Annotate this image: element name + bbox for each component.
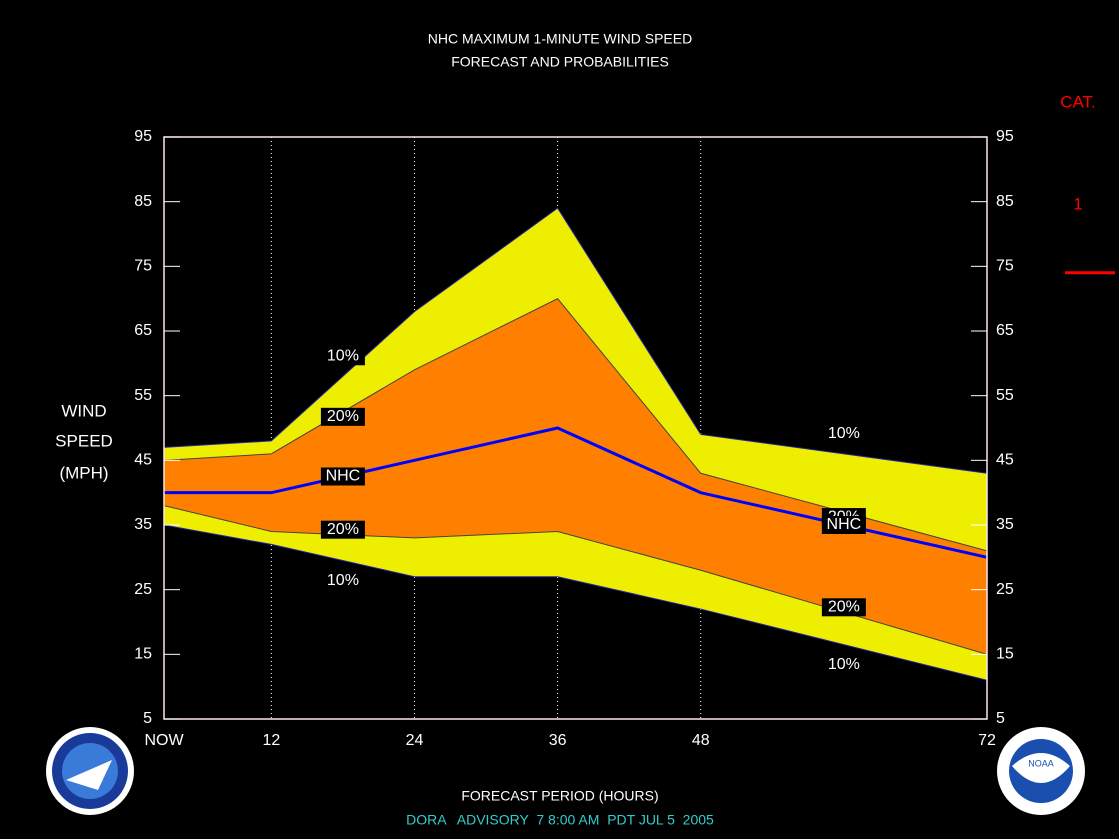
chart-subtitle: FORECAST AND PROBABILITIES bbox=[451, 54, 669, 70]
x-tick-label: 36 bbox=[549, 732, 567, 749]
series-label: 20% bbox=[327, 408, 359, 425]
y-axis-label: WIND bbox=[61, 401, 106, 420]
y-tick-label: 35 bbox=[134, 516, 152, 533]
series-label: 10% bbox=[828, 656, 860, 673]
y-tick-label-right: 15 bbox=[996, 646, 1014, 663]
series-label-box bbox=[320, 347, 365, 366]
y-tick-label-right: 35 bbox=[996, 516, 1014, 533]
series-label: 20% bbox=[828, 599, 860, 616]
y-tick-label: 15 bbox=[134, 646, 152, 663]
x-tick-label: 12 bbox=[262, 732, 280, 749]
category-label: 1 bbox=[1073, 194, 1082, 213]
x-tick-label: 48 bbox=[692, 732, 710, 749]
y-tick-label: 65 bbox=[134, 322, 152, 339]
y-tick-label: 85 bbox=[134, 193, 152, 210]
series-label-box bbox=[320, 407, 365, 426]
series-label: 10% bbox=[327, 572, 359, 589]
series-label-box bbox=[320, 467, 365, 486]
series-label-box bbox=[821, 655, 866, 674]
nws-logo bbox=[46, 727, 134, 815]
y-tick-label-right: 95 bbox=[996, 128, 1014, 145]
y-tick-label-right: 25 bbox=[996, 581, 1014, 598]
series-label-box bbox=[320, 571, 365, 590]
y-tick-label: 75 bbox=[134, 258, 152, 275]
y-tick-label: 25 bbox=[134, 581, 152, 598]
chart-title: NHC MAXIMUM 1-MINUTE WIND SPEED bbox=[428, 31, 692, 47]
y-axis-label: (MPH) bbox=[59, 463, 108, 482]
series-line bbox=[164, 426, 988, 559]
series-line bbox=[163, 505, 988, 655]
x-axis-label: FORECAST PERIOD (HOURS) bbox=[461, 788, 658, 804]
x-tick-label: 24 bbox=[406, 732, 424, 749]
series-label-box bbox=[320, 520, 365, 539]
series-label: 10% bbox=[828, 425, 860, 442]
footer: DORA ADVISORY 7 8:00 AM PDT JUL 5 2005 bbox=[406, 812, 714, 828]
series-label-box bbox=[821, 516, 866, 534]
series-label: 10% bbox=[327, 347, 359, 364]
series-label: NHC bbox=[827, 516, 862, 533]
y-tick-label: 45 bbox=[134, 452, 152, 469]
y-tick-label: 55 bbox=[134, 387, 152, 404]
y-axis-label: SPEED bbox=[55, 431, 113, 450]
noaa-logo: NOAA bbox=[997, 727, 1085, 815]
series-line bbox=[163, 207, 988, 474]
series-label-box bbox=[821, 598, 866, 617]
y-tick-label: 95 bbox=[134, 128, 152, 145]
y-tick-label-right: 55 bbox=[996, 387, 1014, 404]
band-20 bbox=[164, 298, 987, 655]
y-tick-label-right: 65 bbox=[996, 322, 1014, 339]
series-line bbox=[163, 298, 988, 552]
series-label-box bbox=[821, 424, 866, 443]
y-tick-label-right: 75 bbox=[996, 258, 1014, 275]
plot-frame bbox=[163, 136, 988, 720]
x-tick-label: NOW bbox=[144, 732, 184, 749]
y-tick-label-right: 45 bbox=[996, 452, 1014, 469]
x-tick-label: 72 bbox=[978, 732, 996, 749]
series-label: NHC bbox=[326, 468, 361, 485]
y-tick-label: 5 bbox=[143, 710, 152, 727]
svg-text:NOAA: NOAA bbox=[1028, 758, 1054, 768]
category-title: CAT. bbox=[1060, 92, 1096, 111]
series-line bbox=[163, 524, 988, 681]
y-tick-label-right: 5 bbox=[996, 710, 1005, 727]
series-label: 20% bbox=[327, 521, 359, 538]
y-tick-label-right: 85 bbox=[996, 193, 1014, 210]
